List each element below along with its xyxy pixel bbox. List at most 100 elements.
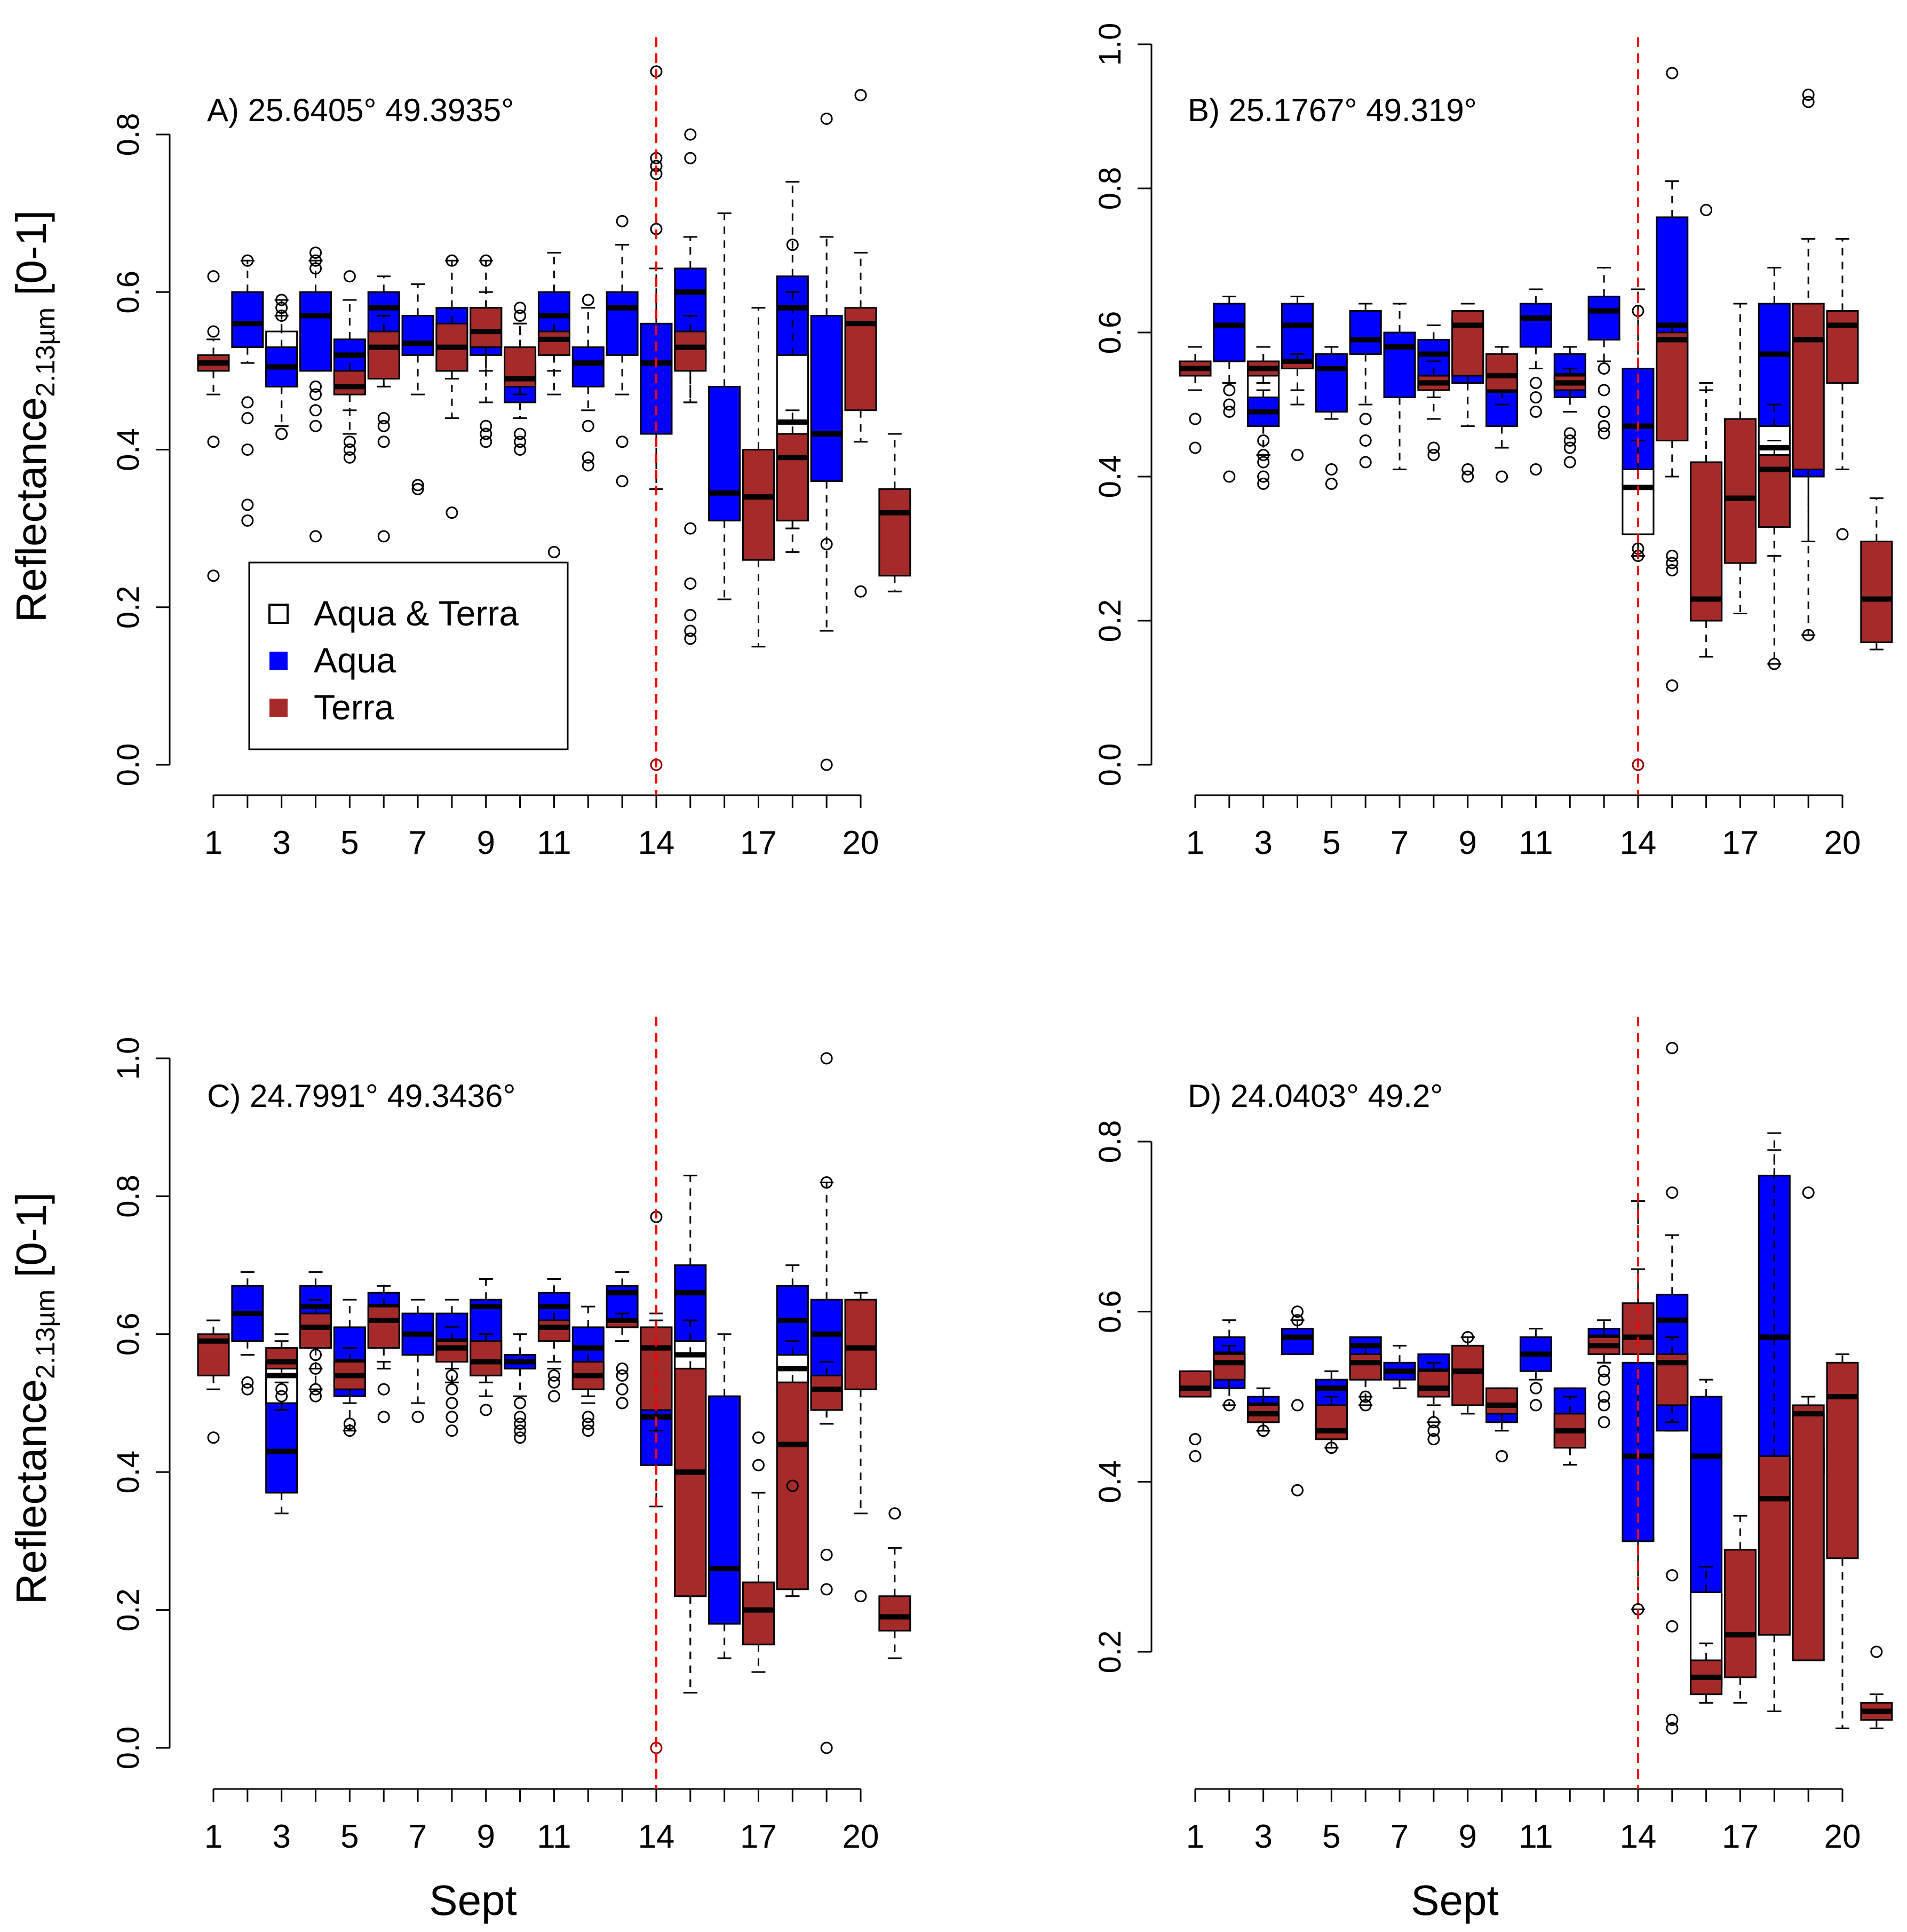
box-body <box>367 1305 400 1349</box>
box-body <box>1349 310 1382 355</box>
box-terra-day-1 <box>197 1319 230 1444</box>
x-tick-label: 17 <box>1722 1818 1759 1855</box>
x-tick-label: 1 <box>1186 825 1204 861</box>
y-tick-label: 0.4 <box>111 428 146 471</box>
outlier-point <box>377 530 390 543</box>
outlier-point <box>820 1176 833 1189</box>
outlier-point <box>786 1479 799 1492</box>
box-body <box>1519 303 1552 348</box>
box-aqua-day-7 <box>401 1298 434 1423</box>
outlier-point <box>888 1507 901 1520</box>
box-terra-day-15 <box>674 1319 707 1694</box>
box-terra-day-5 <box>333 1347 366 1404</box>
y-tick-label: 0.4 <box>1093 455 1127 498</box>
outlier-point <box>1223 398 1236 411</box>
box-terra-day-17 <box>742 1431 775 1673</box>
box-terra-day-10 <box>504 322 537 395</box>
y-tick-label: 0.8 <box>111 1175 146 1218</box>
outlier-point <box>547 1390 560 1403</box>
outlier-point <box>616 1369 629 1382</box>
box-body <box>470 1340 503 1376</box>
outlier-point <box>377 1383 390 1396</box>
outlier-point <box>309 380 322 393</box>
box-body <box>1451 1344 1484 1406</box>
x-tick-label: 3 <box>272 1818 290 1855</box>
outlier-point <box>1563 427 1576 440</box>
box-terra-day-20 <box>844 89 877 598</box>
box-aqua-day-13 <box>606 215 639 488</box>
outlier-point <box>820 1583 833 1596</box>
outlier-point <box>1496 1450 1508 1463</box>
box-body <box>1485 353 1519 391</box>
y-tick-label: 0.2 <box>1093 1630 1127 1674</box>
outlier-point <box>1598 362 1610 375</box>
x-tick-label: 7 <box>1390 825 1409 861</box>
outlier-point <box>207 569 220 582</box>
box-terra-day-1 <box>1179 1370 1212 1463</box>
box-body <box>776 1381 809 1590</box>
outlier-point <box>309 1390 322 1403</box>
panel-b: 0.0 0.2 0.4 0.6 0.8 1.0 1 3 5 7 9 11 14 17 20 B) 25.176… <box>1093 23 1893 861</box>
outlier-point <box>1598 1365 1610 1377</box>
x-axis-title: Sept <box>1411 1876 1499 1924</box>
box-aqua-day-7 <box>1383 1344 1416 1389</box>
outlier-point <box>1666 1569 1679 1582</box>
outlier-point <box>1666 550 1679 562</box>
outlier-point <box>547 1376 560 1389</box>
outlier-point <box>684 632 697 645</box>
y-tick-label: 0.6 <box>1093 311 1127 354</box>
box-body <box>1315 1404 1348 1440</box>
box-body <box>537 330 570 356</box>
outlier-point <box>343 444 356 456</box>
box-terra-day-1 <box>197 270 230 582</box>
outlier-point <box>820 1741 833 1754</box>
outlier-point <box>1563 456 1576 469</box>
box-body <box>1451 310 1484 377</box>
box-aqua-day-2 <box>231 1271 264 1396</box>
box-terra-day-17 <box>1723 1515 1757 1704</box>
outlier-point <box>582 294 594 306</box>
box-terra-day-13 <box>606 1312 639 1342</box>
x-tick-label: 20 <box>843 825 879 861</box>
box-body <box>1723 418 1757 564</box>
x-tick-label: 5 <box>340 1818 359 1855</box>
box-terra-day-6 <box>367 1292 400 1363</box>
box-body <box>878 488 911 577</box>
box-aqua-day-6 <box>1349 303 1382 469</box>
outlier-point <box>854 585 867 598</box>
outlier-point <box>275 1390 288 1403</box>
outlier-point <box>241 1383 254 1396</box>
outlier-point <box>582 459 594 472</box>
outlier-point <box>1700 204 1713 216</box>
outlier-point <box>1291 1484 1304 1496</box>
y-tick-label: 0.0 <box>1093 743 1127 787</box>
outlier-point <box>1529 1382 1542 1395</box>
outlier-point <box>1427 1433 1440 1446</box>
outlier-point <box>377 436 390 448</box>
box-body <box>1485 1387 1519 1415</box>
x-tick-label: 11 <box>537 825 571 861</box>
box-body <box>1417 1370 1450 1398</box>
box-body <box>1656 331 1689 441</box>
outlier-point <box>1666 1620 1679 1633</box>
outlier-point <box>1836 528 1849 541</box>
box-terra-day-5 <box>1315 1396 1348 1449</box>
y-axis-title-main: Reflectance <box>7 397 55 622</box>
outlier-point <box>547 1369 560 1382</box>
box-body <box>810 1374 843 1411</box>
outlier-point <box>1666 1042 1679 1055</box>
outlier-point <box>1223 406 1236 418</box>
box-terra-day-3 <box>265 1333 298 1383</box>
box-terra-day-8 <box>1417 1361 1450 1406</box>
box-body <box>401 315 434 356</box>
outlier-point <box>1802 89 1815 101</box>
box-body <box>367 330 400 380</box>
box-terra-day-9 <box>470 291 503 372</box>
panel-title: A) 25.6405° 49.3935° <box>207 92 514 128</box>
y-tick-label: 0.6 <box>1093 1290 1127 1333</box>
box-body <box>1281 1328 1314 1355</box>
box-body <box>1792 1404 1825 1661</box>
x-tick-label: 7 <box>1390 1818 1409 1855</box>
outlier-point <box>446 506 458 519</box>
outlier-point <box>1223 470 1236 483</box>
